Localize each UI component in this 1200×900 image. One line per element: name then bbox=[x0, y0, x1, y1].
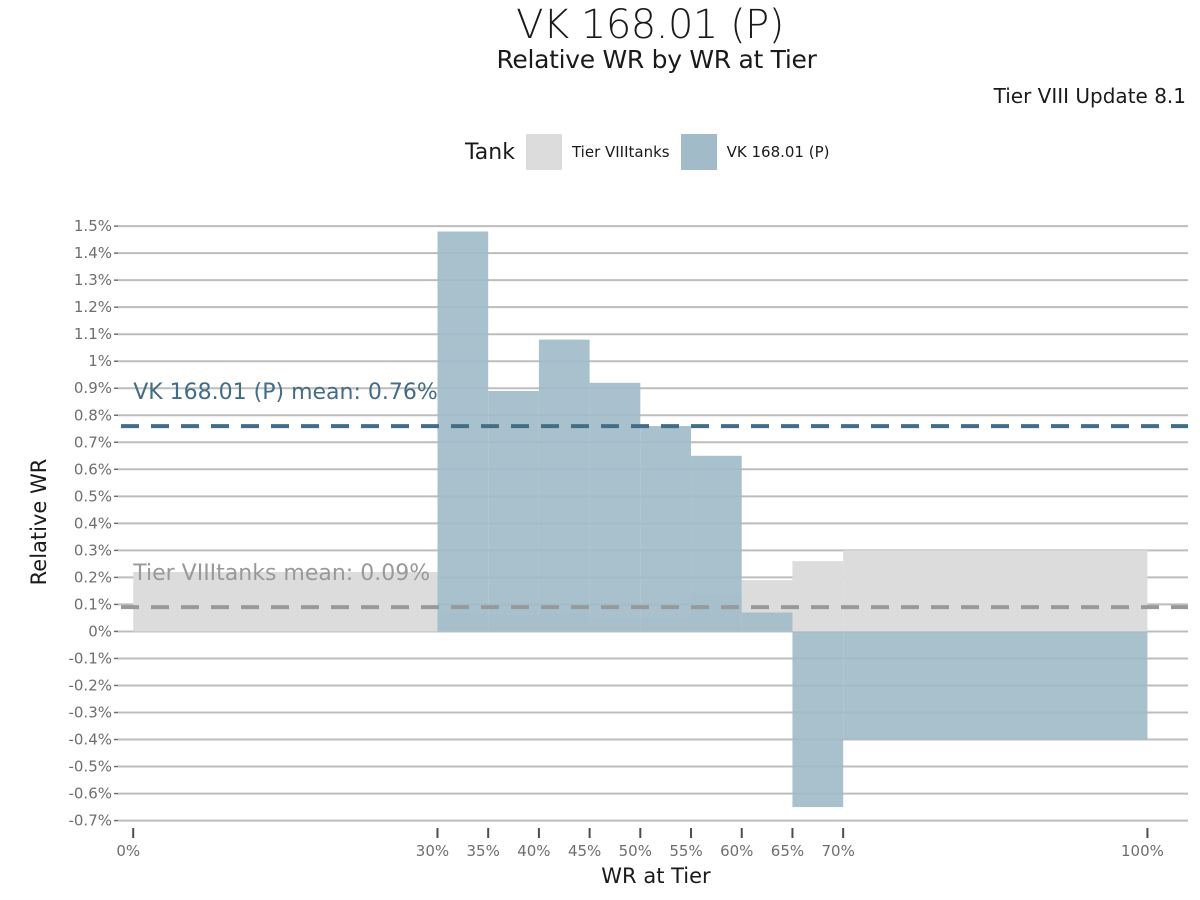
bar-tier-viiitanks bbox=[843, 550, 1148, 632]
bar-vk-168-01-p bbox=[741, 612, 793, 632]
x-tick-label: 70% bbox=[821, 842, 854, 860]
legend-title: Tank bbox=[465, 139, 515, 165]
y-tick-label: 0.8% bbox=[74, 406, 112, 424]
y-tick-label: -0.2% bbox=[68, 676, 112, 694]
y-tick-label: 1.2% bbox=[74, 298, 112, 316]
y-tick-label: 0.9% bbox=[74, 379, 112, 397]
legend-label-vk-168: VK 168.01 (P) bbox=[726, 143, 830, 161]
y-tick-label: -0.4% bbox=[68, 731, 112, 749]
y-tick-label: -0.1% bbox=[68, 649, 112, 667]
bar-tier-viiitanks bbox=[792, 561, 844, 632]
bar-tier-viiitanks bbox=[133, 571, 438, 632]
x-axis-title: WR at Tier bbox=[601, 864, 711, 888]
x-tick-label: 40% bbox=[517, 842, 550, 860]
y-tick-label: 0% bbox=[88, 622, 112, 640]
y-tick-label: 1% bbox=[88, 352, 112, 370]
y-tick-label: 0.3% bbox=[74, 541, 112, 559]
y-tick-label: 0.4% bbox=[74, 514, 112, 532]
y-tick-label: -0.5% bbox=[68, 758, 112, 776]
bar-vk-168-01-p bbox=[691, 455, 742, 632]
y-tick-label: -0.7% bbox=[68, 812, 112, 830]
bar-vk-168-01-p bbox=[437, 231, 489, 632]
legend-label-tier-viii: Tier VIIItanks bbox=[571, 143, 670, 161]
y-tick-label: -0.3% bbox=[68, 704, 112, 722]
mean-label-vk-168-01-p: VK 168.01 (P) mean: 0.76% bbox=[133, 380, 438, 405]
x-tick-label: 100% bbox=[1121, 842, 1164, 860]
mean-lines: Tier VIIItanks mean: 0.09% VK 168.01 (P) … bbox=[118, 380, 1188, 610]
bar-vk-168-01-p bbox=[792, 631, 844, 808]
bar-vk-168-01-p bbox=[488, 390, 539, 632]
mean-label-tier-viiitanks: Tier VIIItanks mean: 0.09% bbox=[132, 561, 430, 586]
x-tick-label: 0% bbox=[116, 842, 140, 860]
x-tick-label: 35% bbox=[467, 842, 500, 860]
x-tick-label: 65% bbox=[771, 842, 804, 860]
legend: Tank Tier VIIItanks VK 168.01 (P) bbox=[465, 133, 841, 171]
y-tick-label: 1.5% bbox=[74, 217, 112, 235]
bar-vk-168-01-p bbox=[640, 426, 692, 632]
x-tick-label: 50% bbox=[619, 842, 652, 860]
chart-subtitle: Relative WR by WR at Tier bbox=[496, 45, 817, 74]
axes: -0.7% -0.6% -0.5% -0.4% -0.3% -0.2% -0.1% 0% 0.1… bbox=[68, 217, 1163, 860]
chart-caption: Tier VIII Update 8.1 bbox=[993, 84, 1186, 108]
y-tick-label: 0.7% bbox=[74, 433, 112, 451]
x-tick-label: 45% bbox=[568, 842, 601, 860]
bars bbox=[133, 231, 1148, 808]
x-tick-label: 55% bbox=[669, 842, 702, 860]
y-tick-label: 1.3% bbox=[74, 271, 112, 289]
y-axis-title: Relative WR bbox=[27, 459, 51, 586]
chart-title: VK 168.01 (P) bbox=[516, 2, 784, 48]
bar-vk-168-01-p bbox=[589, 382, 641, 632]
y-tick-label: 1.1% bbox=[74, 325, 112, 343]
y-tick-label: 0.5% bbox=[74, 487, 112, 505]
y-tick-label: 0.1% bbox=[74, 595, 112, 613]
legend-key-tier-viii bbox=[525, 134, 562, 170]
bar-vk-168-01-p bbox=[843, 631, 1148, 740]
bar-vk-168-01-p bbox=[538, 339, 590, 632]
legend-key-vk-168 bbox=[680, 134, 717, 170]
x-tick-label: 30% bbox=[416, 842, 449, 860]
x-tick-label: 60% bbox=[720, 842, 753, 860]
y-tick-label: 0.6% bbox=[74, 460, 112, 478]
y-tick-label: 1.4% bbox=[74, 244, 112, 262]
y-tick-label: 0.2% bbox=[74, 568, 112, 586]
y-tick-label: -0.6% bbox=[68, 785, 112, 803]
